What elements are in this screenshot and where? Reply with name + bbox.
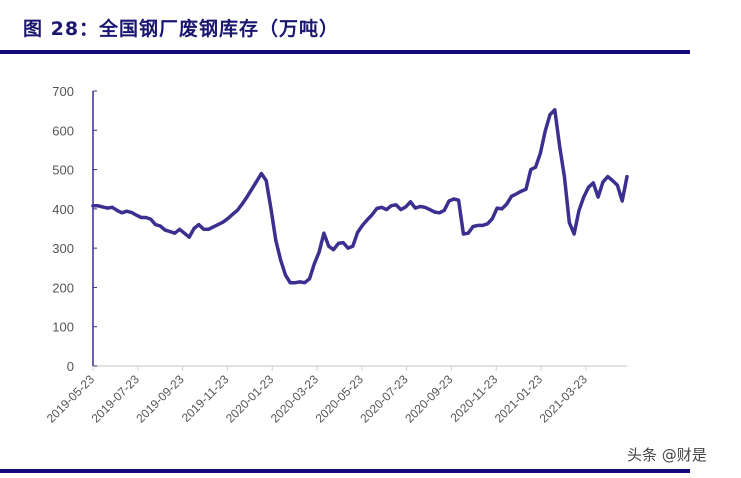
- axes: 01002003004005006007002019-05-232019-07-…: [44, 84, 627, 426]
- x-tick-label: 2020-09-23: [402, 372, 456, 426]
- title-rule: [0, 50, 690, 54]
- y-tick-label: 300: [52, 241, 74, 256]
- watermark: 头条 @财是: [627, 446, 707, 464]
- footer-rule: [0, 469, 690, 473]
- x-tick-label: 2019-09-23: [133, 372, 187, 426]
- x-tick-label: 2021-03-23: [537, 372, 591, 426]
- y-tick-label: 100: [52, 320, 74, 335]
- y-tick-label: 0: [67, 359, 74, 374]
- y-tick-label: 500: [52, 163, 74, 178]
- y-tick-label: 200: [52, 280, 74, 295]
- inventory-line: [91, 108, 629, 285]
- y-tick-label: 600: [52, 123, 74, 138]
- chart-title: 图 28：全国钢厂废钢库存（万吨）: [23, 18, 340, 40]
- y-tick-label: 700: [52, 84, 74, 99]
- y-tick-label: 400: [52, 202, 74, 217]
